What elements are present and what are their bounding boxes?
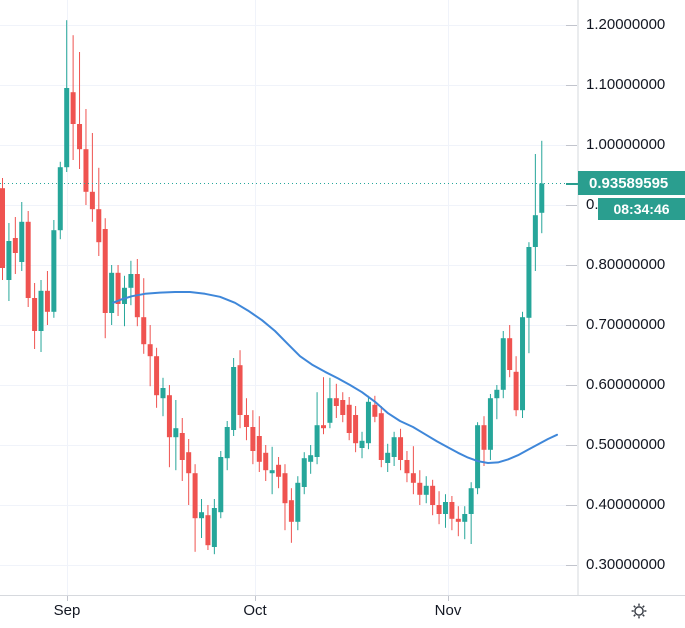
price-axis-label: 1.00000000 bbox=[586, 136, 666, 153]
current-price-tick bbox=[566, 183, 578, 185]
time-axis-label-sep: Sep bbox=[53, 602, 81, 619]
price-axis-label: 0.40000000 bbox=[586, 496, 666, 513]
settings-button[interactable] bbox=[624, 596, 654, 626]
price-axis-label: 0.50000000 bbox=[586, 436, 666, 453]
time-axis[interactable]: Sep Oct Nov bbox=[0, 596, 685, 628]
time-axis-label-oct: Oct bbox=[243, 602, 267, 619]
price-axis-label: 0.60000000 bbox=[586, 376, 666, 393]
price-axis-label: 0.70000000 bbox=[586, 316, 666, 333]
price-axis-label: 1.10000000 bbox=[586, 76, 666, 93]
gear-icon bbox=[631, 603, 647, 619]
price-axis-label: 1.20000000 bbox=[586, 16, 666, 33]
time-axis-label-nov: Nov bbox=[434, 602, 462, 619]
price-axis-label: 0.30000000 bbox=[586, 556, 666, 573]
current-price-badge: 0.93589595 bbox=[578, 171, 685, 195]
bar-countdown-badge: 08:34:46 bbox=[598, 198, 685, 220]
price-axis[interactable]: 1.20000000 1.10000000 1.00000000 0.90000… bbox=[578, 0, 685, 595]
price-axis-label: 0.80000000 bbox=[586, 256, 666, 273]
